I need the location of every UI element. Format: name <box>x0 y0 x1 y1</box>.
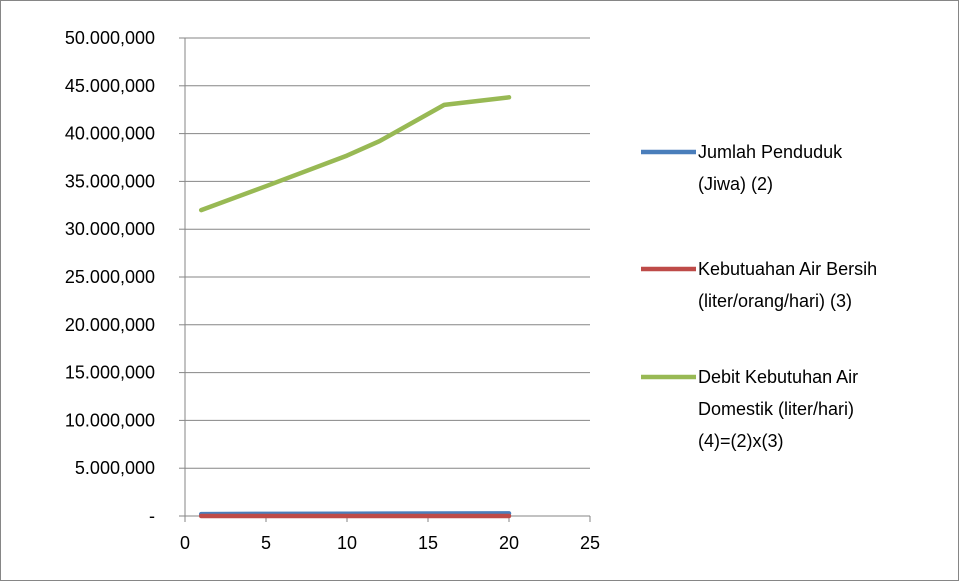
legend-label: Domestik (liter/hari) <box>698 399 854 419</box>
x-tick-label: 20 <box>499 533 519 553</box>
legend-label: (liter/orang/hari) (3) <box>698 291 852 311</box>
x-tick-label: 5 <box>261 533 271 553</box>
y-tick-label: 10.000,000 <box>65 410 155 430</box>
x-tick-label: 10 <box>337 533 357 553</box>
y-tick-label: 5.000,000 <box>75 458 155 478</box>
x-tick-labels: 0 5 10 15 20 25 <box>180 533 600 553</box>
axes <box>179 37 591 522</box>
y-tick-label: 25.000,000 <box>65 267 155 287</box>
y-tick-label: 40.000,000 <box>65 124 155 144</box>
legend-label: Kebutuahan Air Bersih <box>698 259 877 279</box>
legend-label: (4)=(2)x(3) <box>698 431 784 451</box>
y-tick-label: 30.000,000 <box>65 219 155 239</box>
y-tick-label: 45.000,000 <box>65 76 155 96</box>
gridlines <box>185 37 590 469</box>
x-tick-label: 0 <box>180 533 190 553</box>
legend-label: (Jiwa) (2) <box>698 174 773 194</box>
series-line-3 <box>198 95 512 213</box>
x-tick-label: 25 <box>580 533 600 553</box>
x-tick-label: 15 <box>418 533 438 553</box>
y-tick-label: 15.000,000 <box>65 363 155 383</box>
y-tick-label: 20.000,000 <box>65 315 155 335</box>
y-tick-label: - <box>149 506 155 526</box>
legend: Jumlah Penduduk (Jiwa) (2) Kebutuahan Air … <box>641 142 877 451</box>
y-tick-labels: - 5.000,000 10.000,000 15.000,000 20.000,000… <box>65 28 155 526</box>
legend-label: Debit Kebutuhan Air <box>698 367 858 387</box>
legend-label: Jumlah Penduduk <box>698 142 843 162</box>
y-tick-label: 50.000,000 <box>65 28 155 48</box>
y-tick-label: 35.000,000 <box>65 171 155 191</box>
series-lines <box>198 95 512 519</box>
